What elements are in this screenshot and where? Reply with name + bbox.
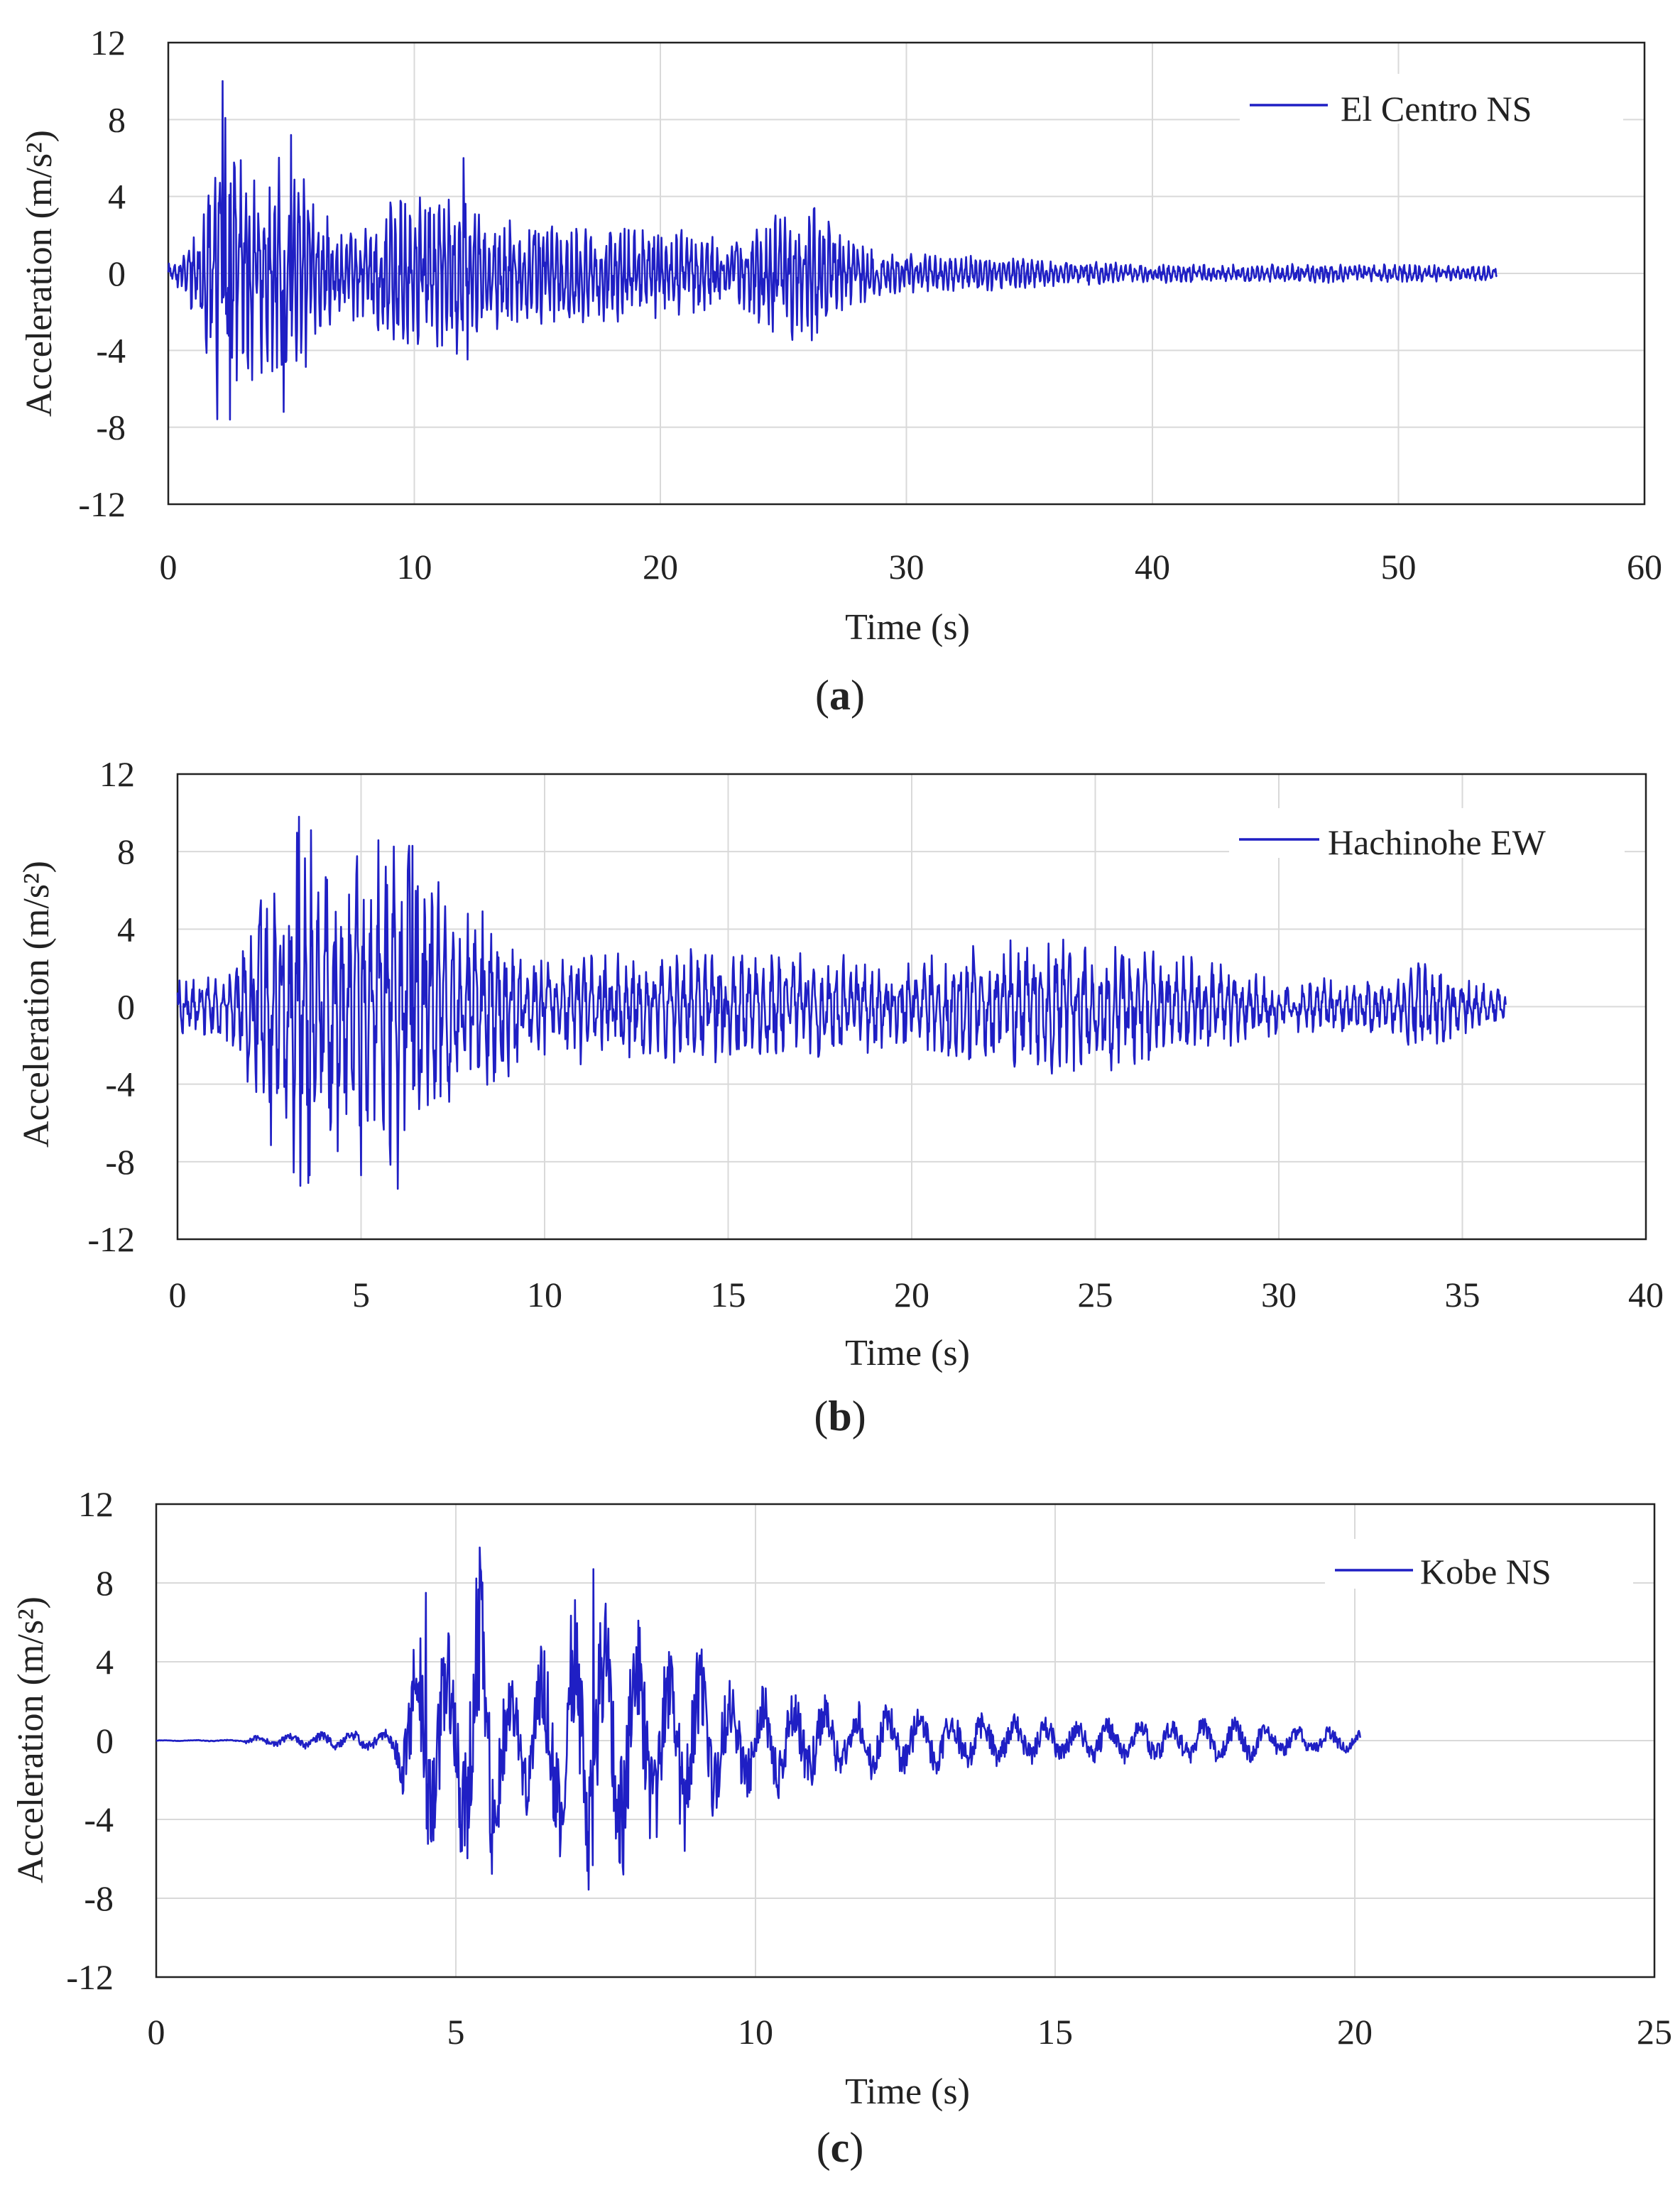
y-tick-label: 0 [96,1721,114,1760]
x-tick-label: 25 [1078,1275,1113,1315]
y-tick-label: -8 [96,408,126,447]
x-axis-label-b: Time (s) [845,1333,970,1373]
x-tick-label: 50 [1381,547,1417,587]
y-tick-label: -4 [96,330,126,370]
panel-letter-a: a [829,672,851,719]
y-axis-label-c: Acceleration (m/s²) [11,1596,51,1883]
x-tick-label: 20 [643,547,678,587]
x-tick-label: 40 [1135,547,1170,587]
y-tick-label: -12 [87,1219,135,1259]
y-tick-label: 4 [108,177,126,217]
x-tick-label: 0 [169,1275,187,1315]
y-axis-label-b: Acceleration (m/s²) [16,861,57,1148]
x-tick-label: 0 [160,547,178,587]
y-tick-label: 12 [78,1484,114,1524]
y-tick-label: 8 [108,99,126,139]
series-line-a [167,80,1498,421]
x-tick-label: 10 [397,547,432,587]
x-tick-label: 10 [527,1275,562,1315]
chart-panel-c: 0 5 10 15 20 25 12 8 4 0 -4 -8 -12 Acceleration (m/s… [0,1463,1680,2188]
panel-letter-b: b [828,1393,852,1439]
y-tick-label: 12 [90,23,126,62]
x-tick-label: 10 [738,2012,773,2052]
series-line-c [156,1546,1361,1891]
x-tick-label: 30 [889,547,924,587]
x-tick-label: 15 [711,1275,746,1315]
y-tick-label: -4 [105,1065,135,1104]
plot-area-c: 0 5 10 15 20 25 12 8 4 0 -4 -8 -12 [66,1484,1672,2052]
plot-frame [167,41,1646,506]
chart-panel-b: 0 5 10 15 20 25 30 35 40 12 8 4 0 -4 -8 -12 Acceleratio… [0,739,1680,1463]
y-axis-label-a: Acceleration (m/s²) [19,130,60,417]
y-tick-label: -8 [84,1878,114,1918]
chart-panel-a: 0 10 20 30 40 50 60 12 8 4 0 -4 -8 -12 Acceleration (… [0,0,1680,739]
x-tick-label: 40 [1628,1275,1664,1315]
y-tick-label: 0 [108,254,126,293]
x-axis-label-a: Time (s) [845,607,970,648]
x-tick-label: 60 [1627,547,1662,587]
panel-caption-b: (b) [814,1393,866,1439]
y-tick-label: 8 [117,832,135,871]
plot-frame [176,773,1647,1241]
legend-label-b: Hachinohe EW [1328,822,1547,862]
y-tick-label: -12 [78,484,126,524]
legend-label-a: El Centro NS [1341,89,1532,129]
legend-background [1229,808,1625,858]
x-tick-label: 25 [1637,2012,1672,2052]
y-tick-label: -12 [66,1957,114,1997]
legend-background [1325,1539,1633,1589]
y-tick-label: -4 [84,1800,114,1839]
x-tick-label: 0 [148,2012,165,2052]
chart-c: 0 5 10 15 20 25 12 8 4 0 -4 -8 -12 Acceleration (m/s… [11,1484,1672,2112]
series-line-b [176,815,1507,1190]
x-tick-label: 35 [1445,1275,1480,1315]
y-tick-label: 0 [117,987,135,1027]
panel-caption-c: (c) [816,2124,864,2171]
y-tick-label: 8 [96,1563,114,1603]
x-axis-label-c: Time (s) [845,2072,970,2112]
y-tick-label: -8 [105,1142,135,1182]
legend-label-c: Kobe NS [1420,1552,1551,1591]
legend-background [1240,74,1623,124]
panel-caption-a: (a) [815,672,865,719]
y-tick-label: 4 [117,909,135,949]
panel-letter-c: c [830,2124,850,2171]
x-tick-label: 20 [894,1275,929,1315]
x-tick-label: 5 [352,1275,370,1315]
y-tick-label: 4 [96,1642,114,1682]
y-tick-label: 12 [99,754,135,794]
x-tick-label: 30 [1261,1275,1297,1315]
x-tick-label: 5 [447,2012,465,2052]
x-tick-label: 15 [1037,2012,1073,2052]
x-tick-label: 20 [1337,2012,1373,2052]
